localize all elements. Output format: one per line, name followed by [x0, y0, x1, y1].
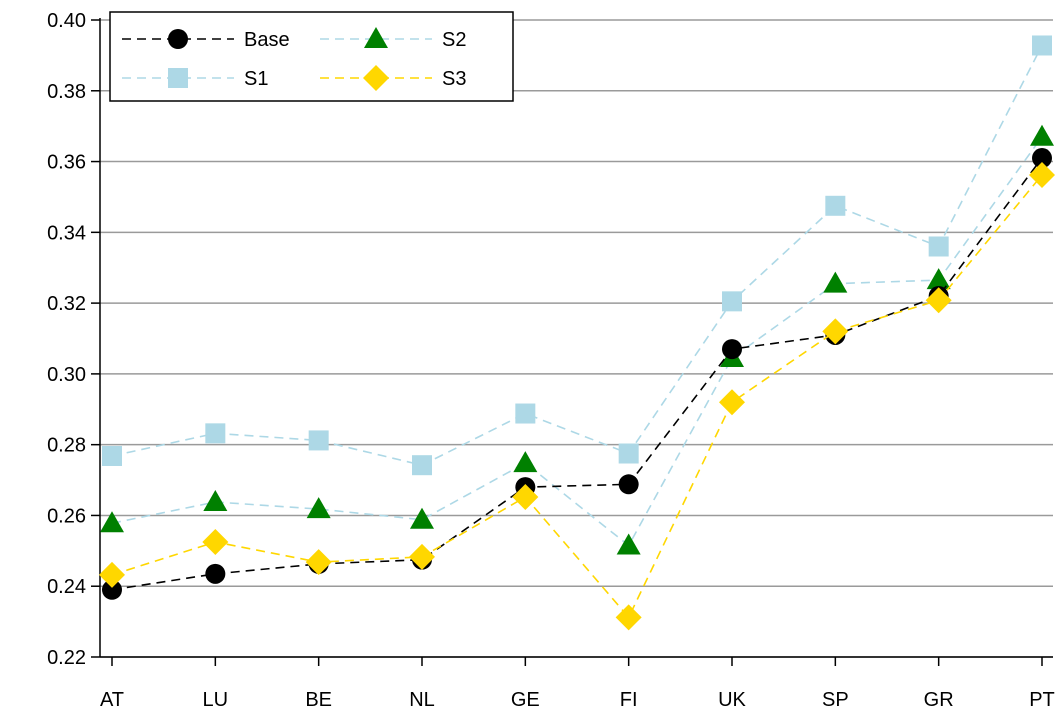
data-point-s2: [616, 533, 641, 555]
legend-label: Base: [244, 29, 290, 51]
axes: 0.22 0.24 0.26 0.28 0.30 0.32 0.34 0.36 0.38 0.40…: [47, 10, 1055, 711]
x-tick-label: SP: [822, 689, 849, 711]
data-point-s3: [1029, 162, 1055, 189]
data-point-s2: [306, 497, 331, 519]
data-point-base: [722, 339, 742, 360]
y-tick-label: 0.34: [47, 222, 86, 244]
legend-label: S1: [244, 68, 268, 90]
legend-label: S3: [442, 68, 466, 90]
data-point-s3: [512, 484, 539, 511]
series-s2: [100, 124, 1054, 555]
data-point-s3: [822, 318, 849, 345]
data-point-s3: [202, 528, 229, 555]
legend-item-base: Base: [122, 29, 290, 51]
legend-label: S2: [442, 29, 466, 51]
y-tick-label: 0.40: [47, 10, 86, 32]
y-tick-label: 0.30: [47, 364, 86, 386]
x-tick-label: GE: [511, 689, 540, 711]
data-point-s1: [928, 236, 949, 257]
data-point-base: [1032, 148, 1052, 169]
legend-item-s2: S2: [320, 27, 466, 51]
data-point-s1: [102, 445, 122, 466]
legend-marker: [168, 68, 188, 88]
series-s3: [99, 162, 1055, 631]
x-tick-label: GR: [924, 689, 954, 711]
data-point-s1: [825, 195, 846, 216]
data-point-s1: [308, 430, 329, 451]
data-point-s1: [412, 455, 432, 476]
data-point-base: [102, 579, 122, 600]
series-line-s3: [111, 174, 1043, 619]
data-point-s1: [1032, 35, 1052, 56]
legend-item-s1: S1: [122, 68, 268, 90]
data-point-s2: [823, 271, 848, 293]
data-point-base: [205, 563, 226, 584]
data-point-s1: [515, 403, 536, 424]
data-point-s3: [409, 543, 435, 570]
y-tick-label: 0.36: [47, 152, 86, 174]
gridlines: [100, 19, 1053, 658]
y-tick-label: 0.28: [47, 435, 86, 457]
data-point-s1: [205, 423, 226, 444]
legend-marker: [364, 27, 388, 48]
data-point-s1: [722, 291, 742, 312]
series-line-s2: [111, 136, 1043, 547]
series: [99, 35, 1055, 631]
x-tick-label: NL: [409, 689, 435, 711]
data-point-s2: [410, 507, 434, 529]
data-point-s2: [926, 268, 951, 290]
data-point-s2: [513, 451, 538, 473]
data-point-s3: [99, 561, 125, 588]
data-point-s2: [1030, 124, 1054, 146]
x-tick-label: UK: [718, 689, 746, 711]
legend-marker: [168, 29, 188, 49]
data-point-s3: [615, 604, 642, 631]
x-tick-label: FI: [620, 689, 638, 711]
x-tick-label: AT: [100, 689, 124, 711]
data-point-s3: [925, 287, 952, 314]
y-tick-label: 0.24: [47, 576, 86, 598]
data-point-base: [618, 474, 639, 495]
y-tick-label: 0.26: [47, 505, 86, 527]
data-point-s3: [305, 549, 332, 576]
y-tick-label: 0.22: [47, 647, 86, 669]
x-tick-label: PT: [1029, 689, 1055, 711]
legend-marker: [363, 65, 389, 91]
series-s1: [102, 35, 1052, 476]
y-tick-label: 0.32: [47, 293, 86, 315]
y-tick-label: 0.38: [47, 81, 86, 103]
legend: Base S2 S1 S3: [109, 11, 514, 102]
data-point-s2: [203, 489, 228, 511]
data-point-s2: [100, 511, 124, 533]
data-point-s3: [719, 389, 745, 416]
x-tick-label: BE: [305, 689, 332, 711]
x-tick-label: LU: [203, 689, 229, 711]
data-point-s1: [618, 443, 639, 464]
series-line-s1: [111, 45, 1043, 467]
legend-item-s3: S3: [320, 65, 466, 91]
